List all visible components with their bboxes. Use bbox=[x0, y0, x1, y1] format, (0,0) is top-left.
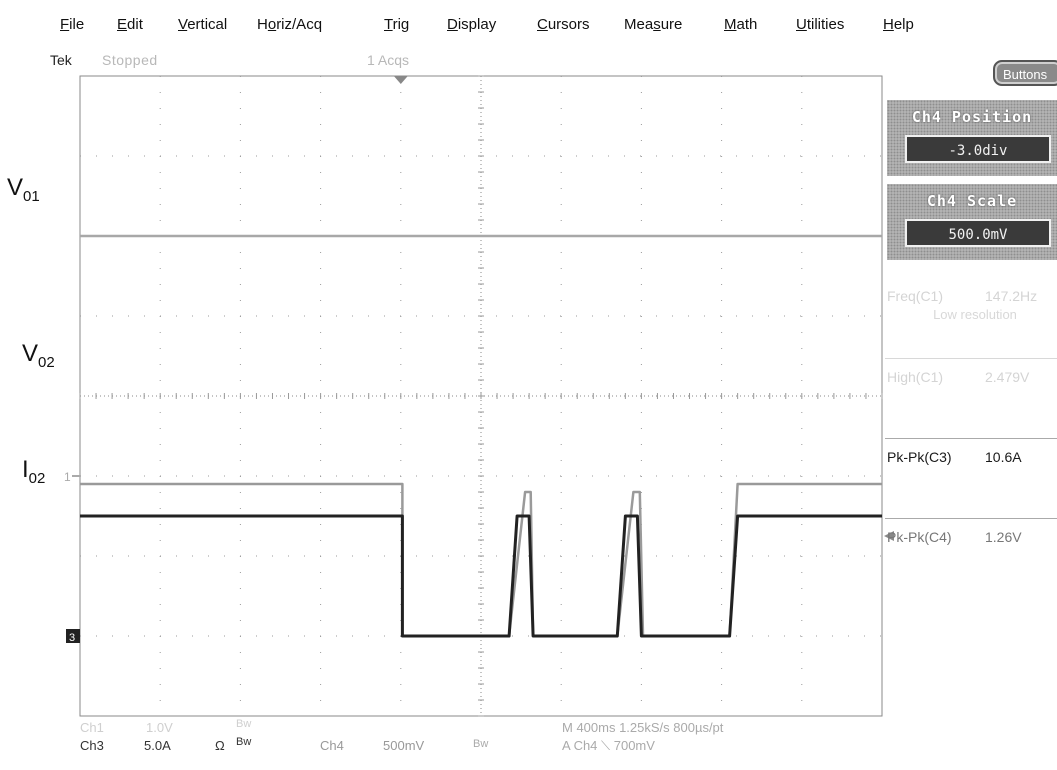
menu-item[interactable]: Horiz/Acq bbox=[257, 16, 323, 33]
ch4-scale: 500mV bbox=[383, 738, 425, 753]
buttons-button[interactable]: Buttons bbox=[993, 60, 1057, 86]
ch4-position-control[interactable]: Ch4 Position -3.0div bbox=[887, 100, 1057, 176]
trigger-settings: A Ch4 ⟍ 700mV bbox=[562, 738, 655, 753]
measurement-value: 10.6A bbox=[985, 449, 1022, 465]
ch4-name: Ch4 bbox=[320, 738, 344, 753]
menu-bar: File Edit Vertical Horiz/Acq Trig Display Curs… bbox=[0, 0, 1057, 42]
menu-item[interactable]: Cursors bbox=[537, 16, 590, 33]
measurement-label: Pk-Pk(C3) bbox=[887, 449, 952, 465]
menu-item[interactable]: File bbox=[60, 16, 85, 33]
measurement-label: Pk-Pk(C4) bbox=[887, 529, 952, 545]
menu-item[interactable]: Trig bbox=[384, 16, 410, 33]
ch4-bw: Bw bbox=[473, 738, 489, 750]
ch3-bw: Bw bbox=[236, 736, 252, 748]
measurement-label: High(C1) bbox=[887, 369, 944, 385]
menu-item[interactable]: Measure bbox=[624, 16, 683, 33]
ch1-scale: 1.0V bbox=[146, 720, 173, 735]
measurement-label: Freq(C1) bbox=[887, 288, 944, 304]
acquisition-count: 1 Acqs bbox=[367, 52, 410, 68]
ch4-scale-title: Ch4 Scale bbox=[926, 192, 1018, 210]
menu-item[interactable]: Vertical bbox=[178, 16, 228, 33]
menu-item[interactable]: Display bbox=[447, 16, 497, 33]
trigger-level-marker bbox=[884, 531, 894, 541]
menu-item[interactable]: Utilities bbox=[796, 16, 845, 33]
menu-item[interactable]: Edit bbox=[117, 16, 143, 33]
measurement-pkpk-c3: Pk-Pk(C3) 10.6A bbox=[885, 438, 1057, 519]
ch4-scale-control[interactable]: Ch4 Scale 500.0mV bbox=[887, 184, 1057, 260]
ch3-ohm: Ω bbox=[215, 738, 225, 753]
ch4-position-value[interactable]: -3.0div bbox=[905, 135, 1051, 163]
acquisition-state: Stopped bbox=[102, 52, 158, 68]
measurement-freq-c1: Freq(C1) 147.2Hz Low resolution bbox=[885, 278, 1057, 358]
ch3-scale: 5.0A bbox=[144, 738, 171, 753]
ch4-position-title: Ch4 Position bbox=[911, 108, 1033, 126]
ch1-name: Ch1 bbox=[80, 720, 104, 735]
ch1-bw: Bw bbox=[236, 718, 252, 730]
measurement-value: 147.2Hz bbox=[985, 288, 1038, 304]
measurement-pkpk-c4: Pk-Pk(C4) 1.26V bbox=[885, 518, 1057, 599]
i02-label: I02 bbox=[22, 456, 46, 487]
v01-label: V01 bbox=[7, 174, 40, 205]
menu-item[interactable]: Math bbox=[724, 16, 758, 33]
trace-i02 bbox=[80, 514, 882, 638]
ch3-ground-marker bbox=[66, 629, 80, 643]
ch4-scale-value[interactable]: 500.0mV bbox=[905, 219, 1051, 247]
ch1-ground-marker: 1 bbox=[64, 470, 71, 484]
v02-label: V02 bbox=[22, 340, 55, 371]
measurement-note: Low resolution bbox=[933, 307, 1017, 322]
horizontal-settings: M 400ms 1.25kS/s 800µs/pt bbox=[562, 720, 724, 735]
ch3-name: Ch3 bbox=[80, 738, 104, 753]
menu-item[interactable]: Help bbox=[883, 16, 914, 33]
measurement-high-c1: High(C1) 2.479V bbox=[885, 358, 1057, 439]
ch3-ground-label: 3 bbox=[69, 632, 75, 644]
trigger-position-marker bbox=[393, 76, 408, 84]
measurement-value: 2.479V bbox=[985, 369, 1030, 385]
measurement-value: 1.26V bbox=[985, 529, 1022, 545]
brand-label: Tek bbox=[50, 52, 72, 68]
